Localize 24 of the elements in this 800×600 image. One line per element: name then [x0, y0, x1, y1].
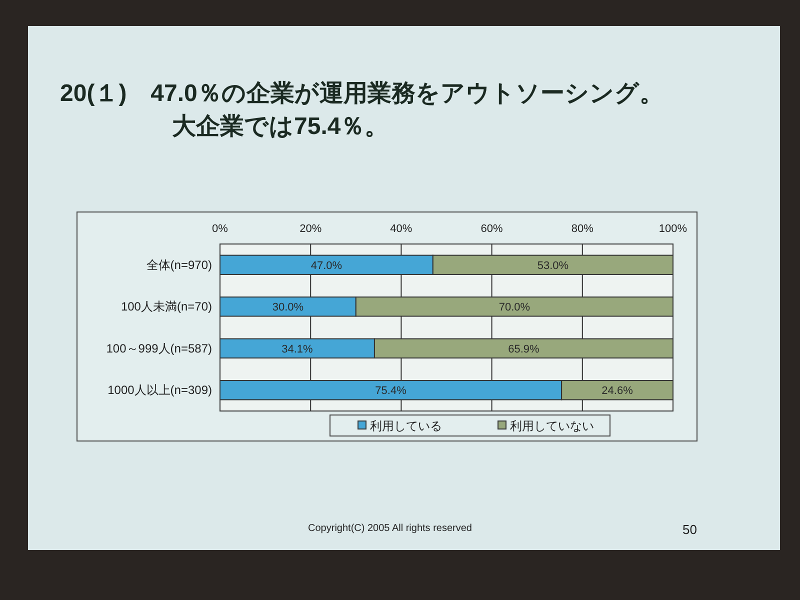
y-tick-label: 100～999人(n=587) [106, 341, 212, 356]
y-tick-label: 1000人以上(n=309) [108, 383, 212, 398]
subtitle: 大企業では75.4％。 [172, 113, 389, 140]
data-label: 65.9% [508, 343, 540, 356]
data-label: 30.0% [272, 302, 304, 314]
data-label: 70.0% [498, 302, 530, 314]
data-label: 53.0% [537, 260, 569, 272]
y-tick-label: 全体(n=970) [146, 258, 212, 272]
x-tick-label: 60% [480, 223, 504, 235]
title: 20(１) 47.0％の企業が運用業務をアウトソーシング。 [60, 80, 664, 107]
data-label: 47.0% [310, 260, 342, 272]
legend-label: 利用していない [510, 419, 594, 433]
data-label: 24.6% [602, 385, 634, 398]
x-tick-label: 100% [658, 223, 688, 235]
data-label: 34.1% [282, 343, 314, 356]
text: 50 [682, 522, 697, 537]
y-tick-label: 100人未満(n=70) [120, 300, 212, 314]
x-tick-label: 80% [571, 223, 594, 235]
data-label: 75.4% [375, 385, 407, 398]
x-tick-label: 0% [212, 223, 228, 235]
x-tick-label: 40% [390, 223, 412, 235]
text: Copyright(C) 2005 All rights reserved [308, 523, 472, 534]
legend-label: 利用している [370, 419, 442, 433]
x-tick-label: 20% [300, 223, 322, 235]
